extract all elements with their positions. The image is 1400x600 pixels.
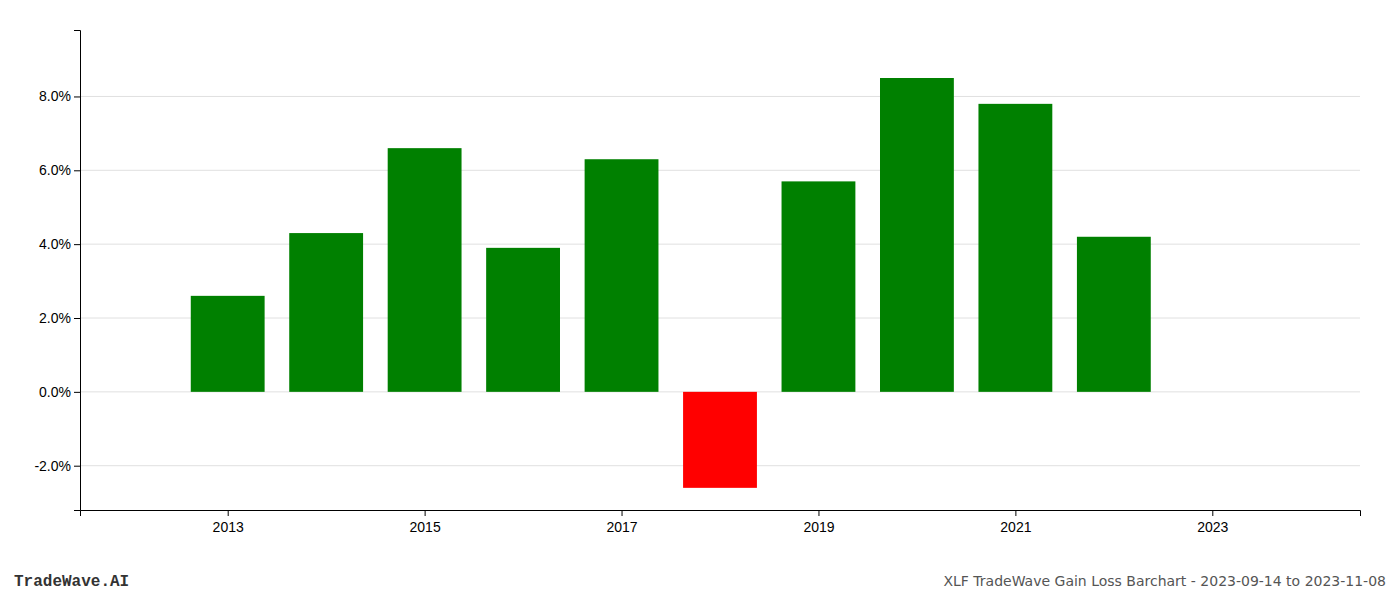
bar — [585, 159, 659, 392]
x-tick-mark — [425, 510, 426, 516]
x-tick: 2021 — [1000, 510, 1031, 535]
x-tick-mark — [1015, 510, 1016, 516]
y-tick-mark — [74, 466, 80, 467]
bar — [388, 148, 462, 392]
bar — [683, 392, 757, 488]
x-axis-line — [81, 511, 1361, 517]
y-tick: 2.0% — [39, 310, 80, 326]
x-tick: 2023 — [1197, 510, 1228, 535]
x-tick: 2013 — [213, 510, 244, 535]
bar — [289, 233, 363, 392]
bar — [978, 104, 1052, 392]
x-tick: 2015 — [410, 510, 441, 535]
y-tick-label: 4.0% — [39, 236, 71, 252]
x-tick-mark — [818, 510, 819, 516]
bar — [782, 181, 856, 391]
y-tick: 4.0% — [39, 236, 80, 252]
grid-line — [80, 318, 1360, 319]
x-tick-label: 2019 — [803, 519, 834, 535]
x-tick-label: 2013 — [213, 519, 244, 535]
y-tick-mark — [74, 392, 80, 393]
y-axis-line — [74, 31, 81, 511]
grid-line — [80, 96, 1360, 97]
grid-line — [80, 170, 1360, 171]
x-tick-mark — [622, 510, 623, 516]
y-tick-label: 6.0% — [39, 162, 71, 178]
x-tick-mark — [228, 510, 229, 516]
y-tick: 0.0% — [39, 384, 80, 400]
bar — [486, 248, 560, 392]
y-tick-mark — [74, 244, 80, 245]
x-tick-label: 2017 — [606, 519, 637, 535]
y-tick-mark — [74, 96, 80, 97]
chart: -2.0%0.0%2.0%4.0%6.0%8.0%201320152017201… — [0, 0, 1400, 600]
y-axis: -2.0% 0.0% 2.0% 4.0% 6.0% 8.0% — [34, 31, 80, 511]
y-tick: 8.0% — [39, 88, 80, 104]
y-tick: -2.0% — [34, 458, 80, 474]
title: XLF TradeWave Gain Loss Barchart - 2023-… — [943, 573, 1386, 589]
x-tick: 2019 — [803, 510, 834, 535]
bar — [1077, 237, 1151, 392]
y-tick-label: 8.0% — [39, 88, 71, 104]
x-tick-label: 2015 — [410, 519, 441, 535]
bar — [191, 296, 265, 392]
bars — [191, 78, 1151, 488]
y-tick-label: -2.0% — [34, 458, 71, 474]
y-tick-mark — [74, 318, 80, 319]
x-tick-label: 2023 — [1197, 519, 1228, 535]
plot: -2.0%0.0%2.0%4.0%6.0%8.0%201320152017201… — [34, 31, 1360, 535]
bar — [880, 78, 954, 392]
x-axis: 2013 2015 2017 2019 2021 2023 — [81, 510, 1361, 535]
y-tick: 6.0% — [39, 162, 80, 178]
grid-line — [80, 244, 1360, 245]
y-tick-label: 0.0% — [39, 384, 71, 400]
x-tick: 2017 — [606, 510, 637, 535]
x-tick-label: 2021 — [1000, 519, 1031, 535]
watermark: TradeWave.AI — [14, 573, 129, 591]
x-tick-mark — [1212, 510, 1213, 516]
y-tick-mark — [74, 170, 80, 171]
y-tick-label: 2.0% — [39, 310, 71, 326]
